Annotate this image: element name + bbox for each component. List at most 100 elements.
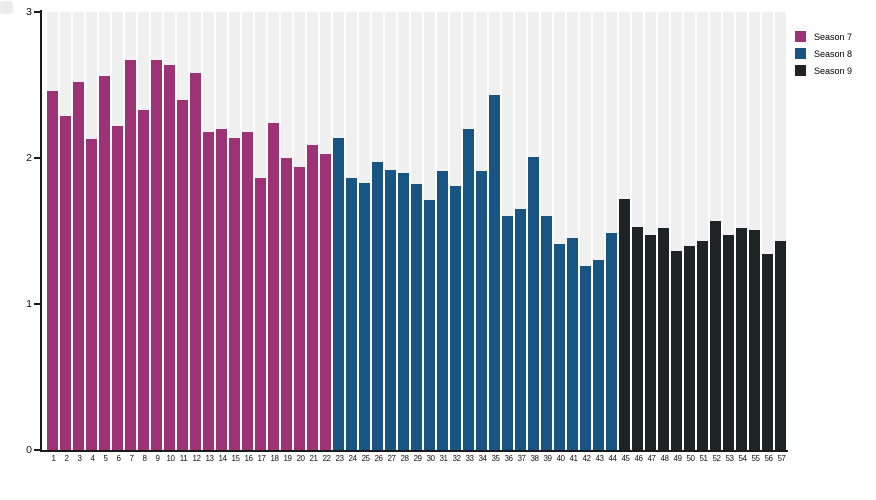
bar-column — [359, 12, 370, 450]
x-axis-tick-label: 33 — [465, 454, 474, 463]
bar-column — [450, 12, 461, 450]
bar-column — [281, 12, 292, 450]
x-axis-tick-label: 35 — [491, 454, 500, 463]
x-axis-tick-label: 38 — [530, 454, 539, 463]
x-axis-tick-label: 3 — [77, 454, 82, 463]
bar-column — [216, 12, 227, 450]
bar — [47, 90, 58, 450]
bar — [151, 60, 162, 450]
bar-column — [177, 12, 188, 450]
bar — [424, 200, 435, 450]
bar — [125, 60, 136, 450]
x-axis-tick-label: 21 — [309, 454, 318, 463]
bar-column — [762, 12, 773, 450]
x-axis-tick-label: 50 — [686, 454, 695, 463]
bar-column — [515, 12, 526, 450]
bar — [528, 156, 539, 450]
bar-column — [710, 12, 721, 450]
bar — [632, 226, 643, 450]
bar-column — [164, 12, 175, 450]
y-axis-tick — [34, 449, 41, 451]
bar-column — [112, 12, 123, 450]
bar-column — [658, 12, 669, 450]
bar-column — [684, 12, 695, 450]
legend: Season 7 Season 8 Season 9 — [795, 31, 852, 82]
bar-column — [671, 12, 682, 450]
bar — [385, 169, 396, 450]
bar — [398, 172, 409, 450]
x-axis-tick-label: 36 — [504, 454, 513, 463]
bar-column — [411, 12, 422, 450]
bar-column — [372, 12, 383, 450]
bar — [619, 198, 630, 450]
y-axis-tick — [34, 11, 41, 13]
legend-item: Season 8 — [795, 48, 852, 59]
bar — [229, 137, 240, 450]
x-axis-tick-label: 51 — [699, 454, 708, 463]
x-axis-tick-label: 23 — [335, 454, 344, 463]
bar — [697, 241, 708, 450]
bar — [463, 128, 474, 450]
bar-column — [125, 12, 136, 450]
bar-column — [580, 12, 591, 450]
x-axis-tick-label: 53 — [725, 454, 734, 463]
x-axis-tick-label: 8 — [142, 454, 147, 463]
bar — [567, 238, 578, 450]
bar — [658, 228, 669, 450]
bar-column — [593, 12, 604, 450]
bar-column — [229, 12, 240, 450]
x-axis-tick-label: 24 — [348, 454, 357, 463]
legend-label: Season 9 — [814, 65, 853, 76]
bar-column — [541, 12, 552, 450]
x-axis-tick-label: 49 — [673, 454, 682, 463]
x-axis-tick-label: 48 — [660, 454, 669, 463]
bar-column — [437, 12, 448, 450]
bar-column — [86, 12, 97, 450]
bar-column — [242, 12, 253, 450]
bar — [281, 158, 292, 450]
legend-swatch — [795, 65, 806, 76]
x-axis-tick-label: 37 — [517, 454, 526, 463]
x-axis-tick-label: 22 — [322, 454, 331, 463]
bar-column — [723, 12, 734, 450]
bar — [502, 216, 513, 450]
y-axis-tick — [34, 157, 41, 159]
x-axis-tick-label: 14 — [218, 454, 227, 463]
bar — [580, 266, 591, 450]
bar-column — [476, 12, 487, 450]
bar-column — [554, 12, 565, 450]
x-axis-tick-label: 25 — [361, 454, 370, 463]
y-axis-tick-label: 2 — [26, 152, 32, 164]
legend-swatch — [795, 31, 806, 42]
bar — [554, 244, 565, 450]
bar-column — [398, 12, 409, 450]
bar-column — [294, 12, 305, 450]
x-axis-tick-label: 20 — [296, 454, 305, 463]
x-axis-tick-label: 2 — [64, 454, 69, 463]
bar-column — [99, 12, 110, 450]
bar — [710, 220, 721, 450]
bar — [333, 137, 344, 450]
bar-column — [203, 12, 214, 450]
bar — [476, 171, 487, 450]
x-axis-tick-label: 9 — [155, 454, 160, 463]
bar — [294, 166, 305, 450]
x-axis-tick-label: 56 — [764, 454, 773, 463]
x-axis-tick-label: 57 — [777, 454, 786, 463]
bar — [190, 73, 201, 450]
x-axis-tick-label: 52 — [712, 454, 721, 463]
bar-column — [268, 12, 279, 450]
x-axis-tick-label: 28 — [400, 454, 409, 463]
bar — [762, 254, 773, 450]
bar — [164, 64, 175, 450]
x-axis-labels: 1 2 3 4 5 6 7 8 9 10 11 12 13 14 15 16 17 18 19 20 21 22 23 24 2… — [47, 454, 788, 464]
bar-column — [60, 12, 71, 450]
bar — [346, 178, 357, 450]
bar — [437, 171, 448, 450]
bar — [216, 128, 227, 450]
bar-column — [645, 12, 656, 450]
x-axis-tick-label: 1 — [51, 454, 56, 463]
x-axis-tick-label: 18 — [270, 454, 279, 463]
bar — [203, 131, 214, 450]
x-axis-tick-label: 5 — [103, 454, 108, 463]
